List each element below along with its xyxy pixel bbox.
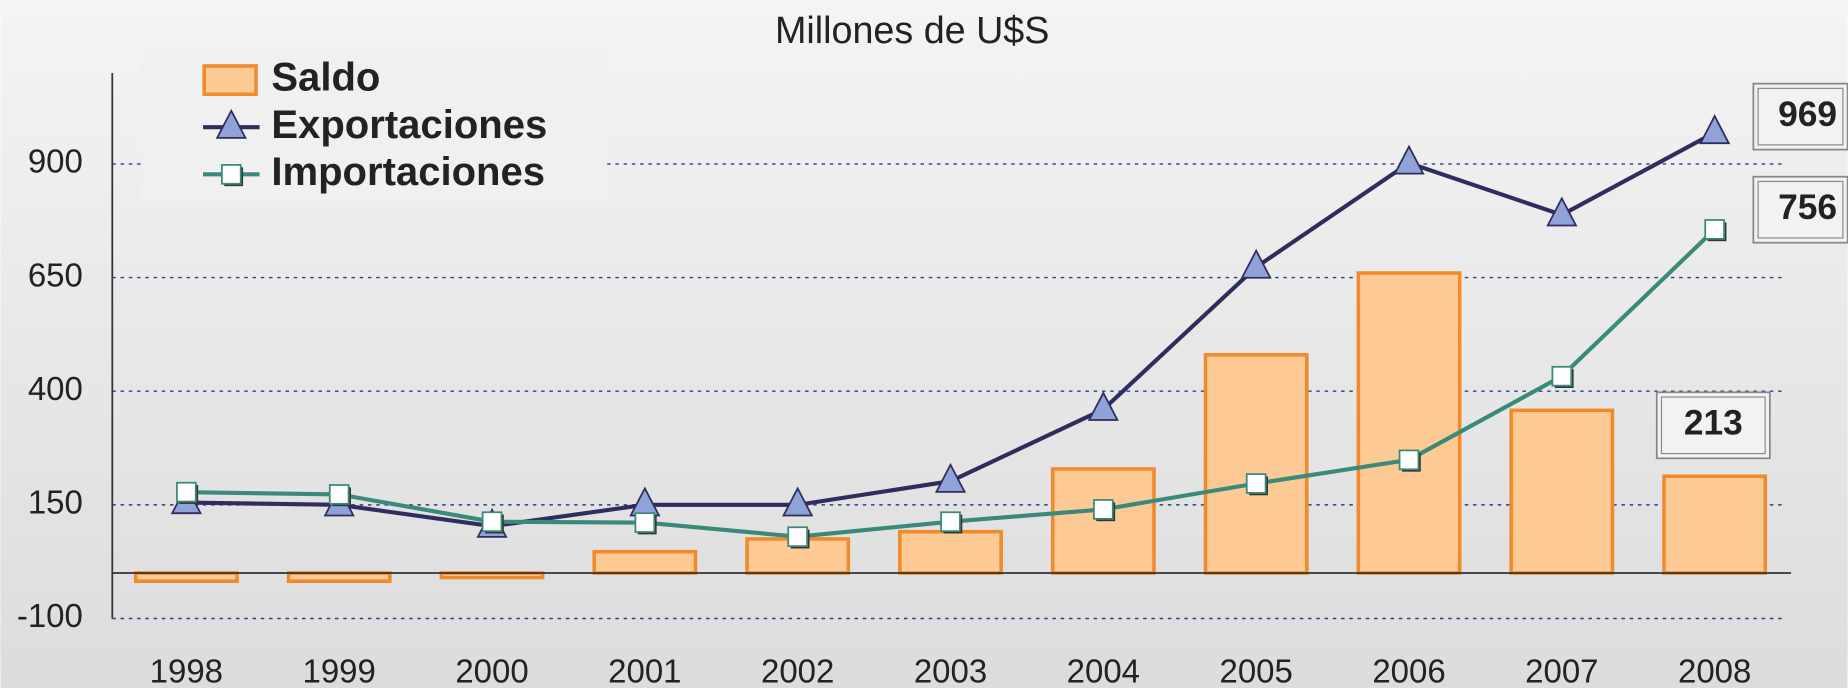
label-box-inner [1757,87,1844,146]
point [1546,196,1578,227]
legend-label: Saldo [271,56,380,100]
legend-marker [220,164,242,185]
label-box-inner [1660,396,1766,455]
legend-label: Importaciones [271,150,545,194]
label-box [1752,175,1848,244]
point [1087,390,1119,421]
legend-swatch [202,64,258,97]
x-tick-label: 2006 [1372,653,1445,688]
x-tick-label: 2003 [914,653,987,688]
data-label: 756 [1778,188,1837,227]
point [1699,114,1731,145]
y-tick-label: 400 [28,370,83,407]
point [1093,499,1114,520]
bar [1662,474,1768,575]
bar [1509,408,1615,575]
legend-marker [215,108,247,139]
label-box-inner [1757,180,1844,239]
point [176,481,197,503]
point [1240,248,1272,279]
x-tick-label: 2000 [455,653,528,688]
chart-title: Millones de U$S [775,9,1049,51]
y-tick-label: -100 [17,597,83,634]
x-tick-label: 2008 [1678,653,1751,688]
point [1393,144,1425,175]
bar [592,549,698,575]
bar [133,571,239,583]
x-tick-label: 2005 [1219,653,1292,688]
point [1398,449,1420,471]
y-tick-label: 650 [28,256,83,293]
point [481,511,503,532]
point [1245,473,1267,494]
point [782,486,814,517]
x-tick-label: 1999 [303,653,376,688]
data-label: 969 [1778,95,1837,134]
bar [1203,353,1309,575]
x-tick-label: 2002 [761,653,834,688]
x-tick-label: 1998 [150,653,223,688]
point [328,484,350,505]
point [1551,365,1573,387]
point [787,526,808,547]
label-box [1752,82,1848,151]
data-label: 213 [1684,404,1743,443]
bar [898,529,1003,575]
point [934,462,967,493]
x-tick-label: 2007 [1525,653,1598,688]
label-box [1655,391,1771,460]
y-tick-label: 900 [28,143,83,180]
bar [286,571,392,583]
x-tick-label: 2004 [1067,653,1140,688]
legend-label: Exportaciones [271,103,547,147]
y-tick-label: 150 [28,484,83,521]
point [940,511,961,532]
bar [1356,271,1462,575]
point [634,512,656,533]
x-tick-label: 2001 [608,653,681,688]
point [1704,219,1725,240]
